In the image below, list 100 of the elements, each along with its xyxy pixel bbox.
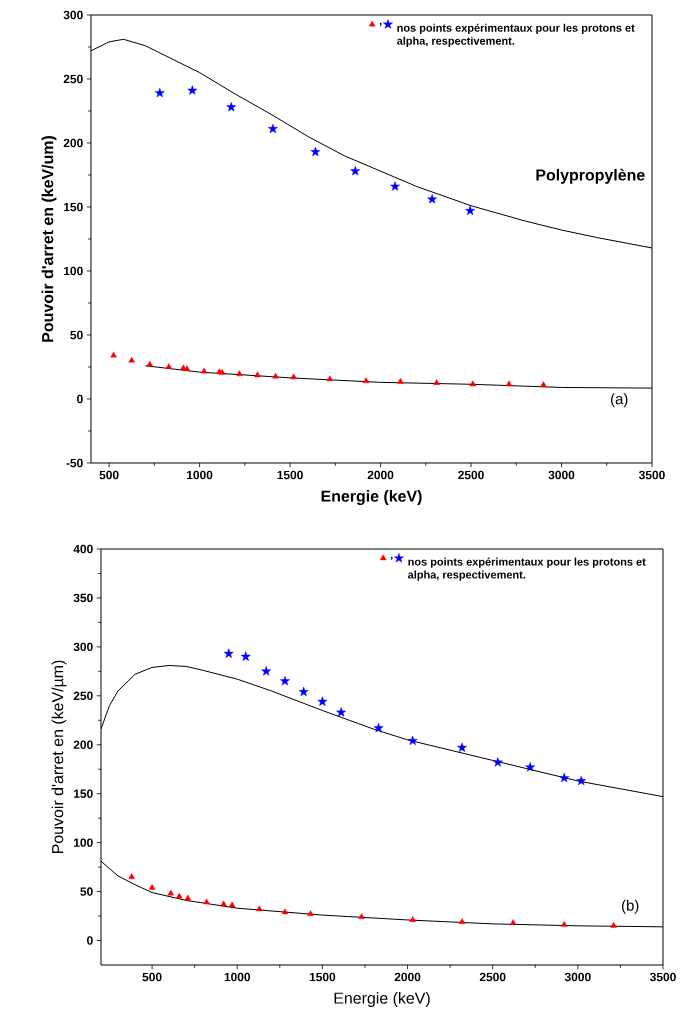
y-tick-label: 150 <box>64 202 83 212</box>
y-tick-label: 0 <box>77 394 83 404</box>
point <box>576 775 587 786</box>
y-tick-label: -50 <box>66 458 83 468</box>
point <box>203 898 210 905</box>
point <box>254 371 261 378</box>
x-tick-label: 500 <box>142 972 162 982</box>
y-tick-label: 100 <box>74 838 93 847</box>
point <box>540 381 547 387</box>
point <box>457 742 467 752</box>
point <box>397 378 404 384</box>
point <box>326 375 334 382</box>
x-axis-title: Energie (keV) <box>334 992 430 1007</box>
x-tick-label: 1500 <box>277 470 303 480</box>
x-axis-title: Energie (keV) <box>321 490 422 505</box>
annotation: (a) <box>611 393 628 408</box>
annotation: (b) <box>621 899 639 914</box>
point <box>267 123 278 134</box>
x-tick-label: 3500 <box>638 470 665 480</box>
point <box>290 373 297 380</box>
point <box>176 892 183 899</box>
x-tick-label: 2000 <box>367 470 394 480</box>
point <box>146 360 154 367</box>
x-tick-label: 3500 <box>649 972 676 982</box>
point <box>559 772 570 783</box>
x-tick-label: 1000 <box>187 470 213 480</box>
point <box>128 356 135 363</box>
point <box>427 194 438 204</box>
y-axis-title: Pouvoir d'arret en (keV/µm) <box>51 660 67 854</box>
point <box>228 901 236 908</box>
point <box>218 369 226 375</box>
point <box>350 165 361 176</box>
point <box>310 146 321 157</box>
y-tick-label: 300 <box>63 10 83 20</box>
point <box>148 883 156 890</box>
x-tick-label: 2500 <box>479 972 506 982</box>
point <box>610 922 617 928</box>
point <box>373 722 384 733</box>
x-tick-label: 3000 <box>564 972 591 982</box>
point <box>279 675 290 686</box>
point <box>256 905 263 912</box>
y-tick-label: 50 <box>80 887 93 896</box>
y-tick-label: 200 <box>73 740 93 749</box>
point <box>200 367 208 374</box>
point <box>390 181 400 191</box>
point <box>154 87 165 98</box>
point <box>220 900 227 907</box>
x-tick-label: 2000 <box>394 972 421 982</box>
legend-label: nos points expérimentaux pour les protons et alpha, respectivement. <box>397 23 635 47</box>
point <box>184 894 192 901</box>
point <box>433 379 440 385</box>
x-tick-label: 1500 <box>309 972 336 982</box>
y-tick-label: 250 <box>73 691 93 701</box>
point <box>261 666 272 676</box>
x-tick-label: 500 <box>99 470 119 480</box>
point <box>165 363 173 369</box>
y-tick-label: 250 <box>63 74 83 84</box>
x-tick-label: 3000 <box>548 470 575 480</box>
point <box>505 380 513 387</box>
y-tick-label: 50 <box>70 330 83 340</box>
point <box>240 651 251 661</box>
y-tick-label: 350 <box>73 593 93 603</box>
point <box>307 910 314 917</box>
point <box>110 351 117 358</box>
annotation: Polypropylène <box>536 168 645 184</box>
y-tick-label: 150 <box>74 789 93 798</box>
y-tick-label: 200 <box>63 138 83 148</box>
point <box>128 873 135 879</box>
point <box>226 101 237 112</box>
point <box>167 889 175 896</box>
y-axis-title: Pouvoir d'arret en (keV/um) <box>41 136 57 342</box>
point <box>469 380 477 387</box>
point <box>187 85 198 95</box>
point <box>223 648 234 658</box>
legend-label: , <box>390 556 393 561</box>
y-tick-label: 0 <box>87 936 93 945</box>
x-tick-label: 1000 <box>224 972 251 982</box>
point <box>458 918 466 924</box>
point <box>561 921 568 927</box>
point <box>409 916 416 922</box>
point <box>407 735 418 746</box>
y-tick-label: 300 <box>73 642 93 652</box>
point <box>336 707 347 717</box>
point <box>236 370 243 376</box>
point <box>298 686 309 697</box>
point <box>317 696 328 706</box>
point <box>358 913 365 919</box>
legend-label: , <box>379 22 382 27</box>
point <box>465 205 476 216</box>
point <box>362 377 370 384</box>
point <box>525 762 536 772</box>
point <box>509 919 517 925</box>
legend-label: nos points expérimentaux pour les protons et alpha, respectivement. <box>408 557 646 581</box>
y-tick-label: 100 <box>64 266 83 276</box>
point <box>183 365 191 371</box>
point <box>272 372 279 379</box>
x-tick-label: 2500 <box>458 470 484 480</box>
y-tick-label: 400 <box>73 544 93 554</box>
point <box>492 757 503 767</box>
point <box>281 908 289 915</box>
